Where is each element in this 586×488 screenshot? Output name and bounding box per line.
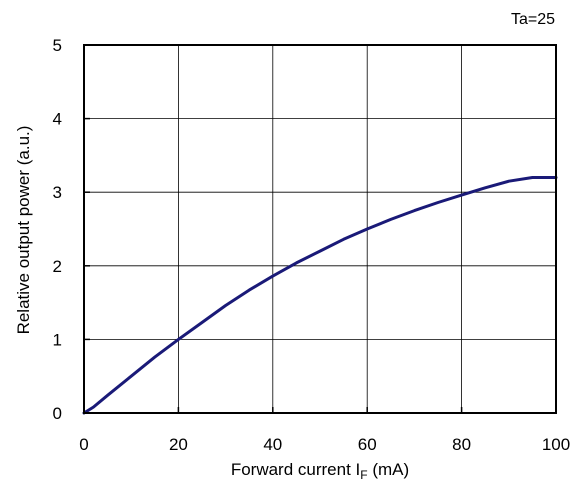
x-tick-label: 80 [452, 435, 471, 454]
x-tick-label: 0 [79, 435, 88, 454]
x-tick-labels: 0 20 40 60 80 100 [79, 435, 570, 454]
y-tick-label: 2 [53, 257, 62, 276]
y-tick-label: 1 [53, 330, 62, 349]
y-tick-label: 3 [53, 183, 62, 202]
y-tick-labels: 0 1 2 3 4 5 [53, 36, 62, 423]
x-tick-label: 20 [169, 435, 188, 454]
x-tick-label: 40 [263, 435, 282, 454]
x-axis-title-main: Forward current I [231, 460, 360, 479]
x-axis-title-unit: (mA) [368, 460, 410, 479]
plot-frame [83, 44, 557, 414]
x-tick-label: 100 [542, 435, 570, 454]
x-axis-title-subscript: F [360, 468, 367, 482]
grid-lines [84, 45, 556, 413]
x-axis-title: Forward current IF (mA) [231, 460, 409, 482]
series-line [82, 176, 558, 415]
y-tick-label: 4 [53, 110, 62, 129]
annotation-ta: Ta=25 [511, 11, 555, 28]
y-axis-title: Relative output power (a.u.) [14, 126, 33, 335]
x-tick-label: 60 [358, 435, 377, 454]
y-tick-label: 0 [53, 404, 62, 423]
y-tick-label: 5 [53, 36, 62, 55]
